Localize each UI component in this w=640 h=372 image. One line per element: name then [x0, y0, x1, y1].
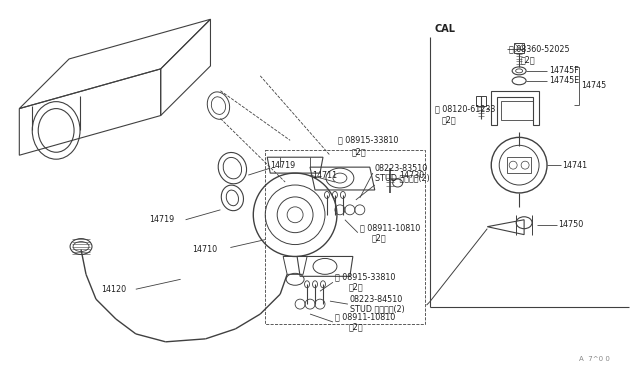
Text: 08223-84510: 08223-84510	[350, 295, 403, 304]
Bar	[265, 150, 424, 324]
Text: （2）: （2）	[442, 115, 456, 124]
Text: 14710: 14710	[193, 245, 218, 254]
Text: STUD スタッド(2): STUD スタッド(2)	[375, 174, 429, 183]
Text: 14745F: 14745F	[549, 66, 579, 76]
Text: 14745: 14745	[581, 81, 606, 90]
Text: 14719: 14719	[148, 215, 174, 224]
Text: Ⓑ 08120-61233: Ⓑ 08120-61233	[435, 104, 495, 113]
Text: （2）: （2）	[372, 233, 387, 242]
Text: 14741: 14741	[562, 161, 587, 170]
Bar	[501, 101, 533, 121]
Text: CAL: CAL	[435, 24, 456, 34]
Text: STUD スタッド(2): STUD スタッド(2)	[350, 305, 404, 314]
Text: 14745E: 14745E	[549, 76, 579, 85]
Text: 14730: 14730	[399, 171, 425, 180]
Text: （2）: （2）	[349, 323, 364, 331]
Text: （2）: （2）	[349, 283, 364, 292]
Text: 14711: 14711	[312, 171, 337, 180]
Text: Ⓜ 08915-33810: Ⓜ 08915-33810	[338, 136, 398, 145]
Text: A  7^0 0: A 7^0 0	[579, 356, 610, 362]
Text: （2）: （2）	[521, 55, 536, 64]
Text: Ⓝ 08911-10810: Ⓝ 08911-10810	[360, 223, 420, 232]
Text: 14750: 14750	[558, 220, 583, 229]
Bar	[507, 157, 531, 173]
Text: （2）: （2）	[352, 148, 367, 157]
Text: Ⓝ 08911-10810: Ⓝ 08911-10810	[335, 312, 395, 321]
Bar	[514, 43, 524, 53]
Text: 14719: 14719	[270, 161, 296, 170]
Text: 08223-83510: 08223-83510	[375, 164, 428, 173]
Bar	[476, 96, 486, 106]
Text: Ⓜ 08915-33810: Ⓜ 08915-33810	[335, 273, 396, 282]
Text: Ⓢ 08360-52025: Ⓢ 08360-52025	[509, 45, 570, 54]
Text: 14120: 14120	[101, 285, 126, 294]
